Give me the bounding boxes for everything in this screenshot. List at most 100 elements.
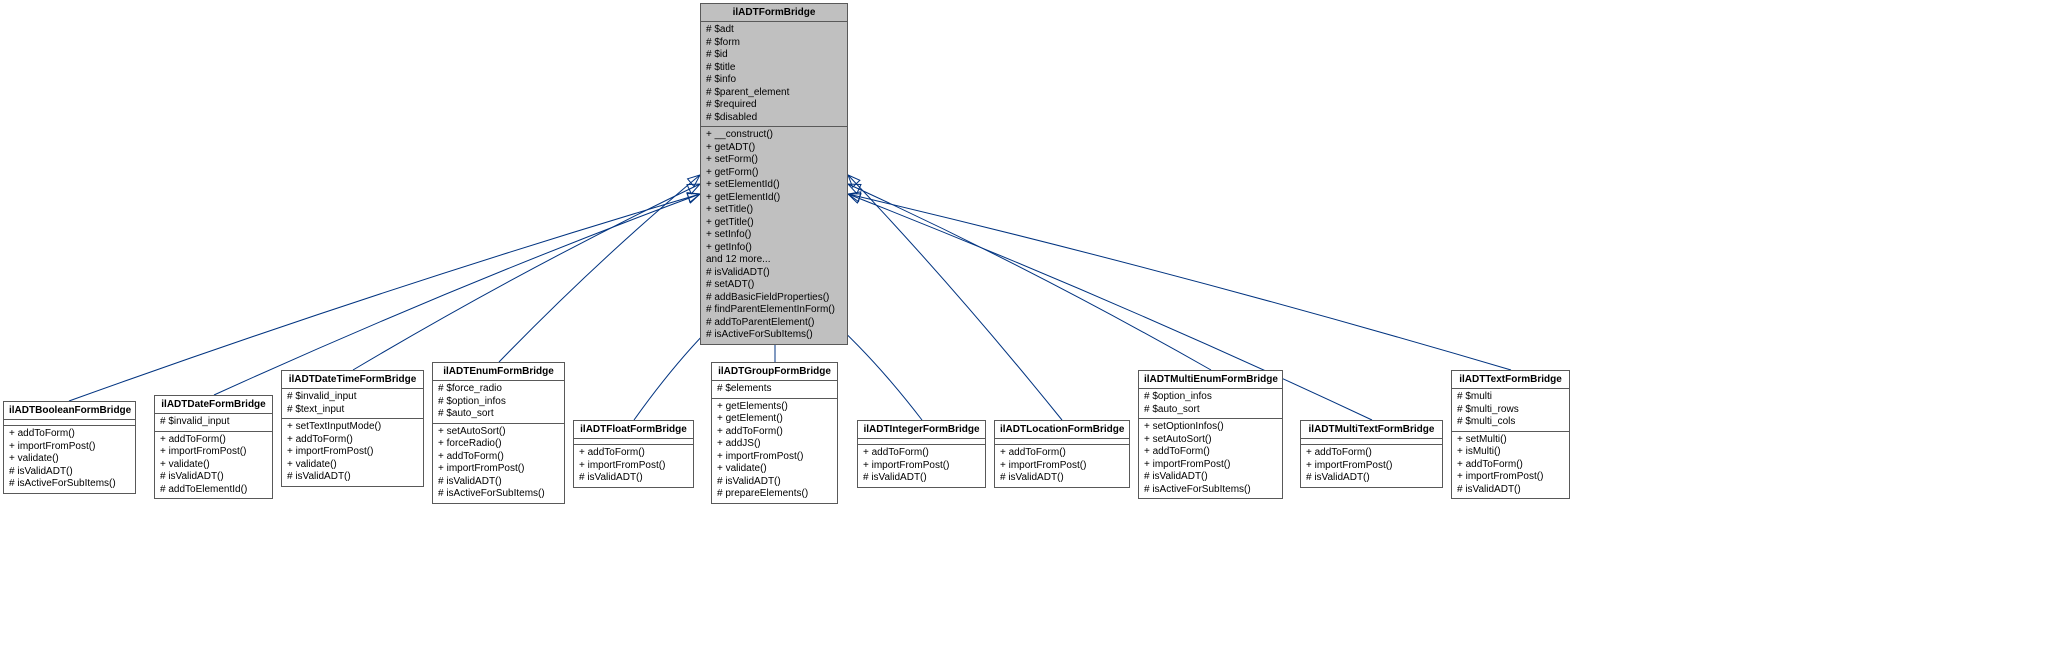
member-line: + importFromPost()	[287, 446, 418, 459]
member-line: # setADT()	[706, 279, 842, 292]
member-line: # $required	[706, 99, 842, 112]
class-section: + addToForm()+ importFromPost()# isValid…	[995, 445, 1129, 487]
member-line: + setAutoSort()	[1144, 434, 1277, 447]
member-line: # $multi_cols	[1457, 416, 1564, 429]
member-line: # isValidADT()	[438, 476, 559, 489]
member-line: + addToForm()	[1457, 459, 1564, 472]
member-line: + getForm()	[706, 167, 842, 180]
member-line: + isMulti()	[1457, 446, 1564, 459]
class-section: # $adt# $form# $id# $title# $info# $pare…	[701, 22, 847, 127]
member-line: + getElementId()	[706, 192, 842, 205]
member-line: + setForm()	[706, 154, 842, 167]
member-line: + forceRadio()	[438, 438, 559, 451]
class-title: ilADTFloatFormBridge	[574, 421, 693, 439]
class-section: + setAutoSort()+ forceRadio()+ addToForm…	[433, 424, 564, 503]
member-line: # $adt	[706, 24, 842, 37]
member-line: # $force_radio	[438, 383, 559, 396]
member-line: + addToForm()	[579, 447, 688, 460]
class-box-ilADTTextFormBridge: ilADTTextFormBridge# $multi# $multi_rows…	[1451, 370, 1570, 499]
class-box-ilADTMultiEnumFormBridge: ilADTMultiEnumFormBridge# $option_infos#…	[1138, 370, 1283, 499]
member-line: + importFromPost()	[438, 463, 559, 476]
class-section: + getElements()+ getElement()+ addToForm…	[712, 399, 837, 503]
member-line: # $invalid_input	[160, 416, 267, 429]
member-line: # isValidADT()	[287, 471, 418, 484]
member-line: + addToForm()	[1000, 447, 1124, 460]
member-line: # isValidADT()	[1144, 471, 1277, 484]
class-title: ilADTDateFormBridge	[155, 396, 272, 414]
member-line: + validate()	[160, 459, 267, 472]
member-line: # $option_infos	[438, 396, 559, 409]
member-line: + getElement()	[717, 413, 832, 426]
class-title: ilADTFormBridge	[701, 4, 847, 22]
member-line: + addJS()	[717, 438, 832, 451]
inheritance-edge	[353, 184, 700, 370]
class-section: + addToForm()+ importFromPost()+ validat…	[4, 426, 135, 493]
member-line: # prepareElements()	[717, 488, 832, 501]
member-line: + validate()	[287, 459, 418, 472]
class-section: # $elements	[712, 381, 837, 399]
member-line: + __construct()	[706, 129, 842, 142]
member-line: + setInfo()	[706, 229, 842, 242]
member-line: # isValidADT()	[579, 472, 688, 485]
member-line: # isActiveForSubItems()	[1144, 484, 1277, 497]
member-line: # findParentElementInForm()	[706, 304, 842, 317]
class-title: ilADTTextFormBridge	[1452, 371, 1569, 389]
member-line: + setMulti()	[1457, 434, 1564, 447]
class-title: ilADTMultiEnumFormBridge	[1139, 371, 1282, 389]
member-line: # $multi_rows	[1457, 404, 1564, 417]
member-line: # $auto_sort	[438, 408, 559, 421]
edges-layer	[0, 0, 2064, 653]
class-box-ilADTFloatFormBridge: ilADTFloatFormBridge + addToForm()+ impor…	[573, 420, 694, 488]
class-title: ilADTEnumFormBridge	[433, 363, 564, 381]
class-section: # $invalid_input	[155, 414, 272, 432]
class-box-ilADTMultiTextFormBridge: ilADTMultiTextFormBridge+ addToForm()+ i…	[1300, 420, 1443, 488]
member-line: # $invalid_input	[287, 391, 418, 404]
member-line: # $parent_element	[706, 87, 842, 100]
member-line: + addToForm()	[9, 428, 130, 441]
inheritance-edge	[848, 175, 1062, 420]
inheritance-edge	[848, 194, 1372, 420]
member-line: + setTitle()	[706, 204, 842, 217]
class-section: # $option_infos# $auto_sort	[1139, 389, 1282, 419]
class-title: ilADTBooleanFormBridge	[4, 402, 135, 420]
member-line: + setTextInputMode()	[287, 421, 418, 434]
member-line: + addToForm()	[287, 434, 418, 447]
class-section: # $multi# $multi_rows# $multi_cols	[1452, 389, 1569, 432]
member-line: # $title	[706, 62, 842, 75]
member-line: + getADT()	[706, 142, 842, 155]
member-line: + addToForm()	[863, 447, 980, 460]
member-line: # $disabled	[706, 112, 842, 125]
class-section: # $invalid_input# $text_input	[282, 389, 423, 419]
member-line: # isValidADT()	[1306, 472, 1437, 485]
member-line: # isValidADT()	[1000, 472, 1124, 485]
class-box-ilADTGroupFormBridge: ilADTGroupFormBridge # $elements + getElem…	[711, 362, 838, 504]
member-line: + validate()	[9, 453, 130, 466]
member-line: + setOptionInfos()	[1144, 421, 1277, 434]
member-line: # isValidADT()	[863, 472, 980, 485]
class-section: + addToForm()+ importFromPost()+ validat…	[155, 432, 272, 499]
member-line: + addToForm()	[438, 451, 559, 464]
member-line: # isActiveForSubItems()	[9, 478, 130, 491]
member-line: + setAutoSort()	[438, 426, 559, 439]
inheritance-edge	[848, 184, 1211, 370]
class-title: ilADTLocationFormBridge	[995, 421, 1129, 439]
member-line: # $id	[706, 49, 842, 62]
member-line: + importFromPost()	[1000, 460, 1124, 473]
class-box-ilADTLocationFormBridge: ilADTLocationFormBridge + addToForm()+ im…	[994, 420, 1130, 488]
member-line: # isValidADT()	[160, 471, 267, 484]
member-line: # isValidADT()	[717, 476, 832, 489]
member-line: + addToForm()	[1306, 447, 1437, 460]
member-line: + importFromPost()	[1306, 460, 1437, 473]
member-line: + importFromPost()	[863, 460, 980, 473]
class-box-ilADTBooleanFormBridge: ilADTBooleanFormBridge + addToForm()+ imp…	[3, 401, 136, 494]
member-line: # addToElementId()	[160, 484, 267, 497]
member-line: + validate()	[717, 463, 832, 476]
member-line: # $text_input	[287, 404, 418, 417]
class-title: ilADTDateTimeFormBridge	[282, 371, 423, 389]
member-line: + addToForm()	[1144, 446, 1277, 459]
member-line: # $elements	[717, 383, 832, 396]
member-line: + importFromPost()	[579, 460, 688, 473]
member-line: and 12 more...	[706, 254, 842, 267]
member-line: # isActiveForSubItems()	[438, 488, 559, 501]
class-title: ilADTGroupFormBridge	[712, 363, 837, 381]
